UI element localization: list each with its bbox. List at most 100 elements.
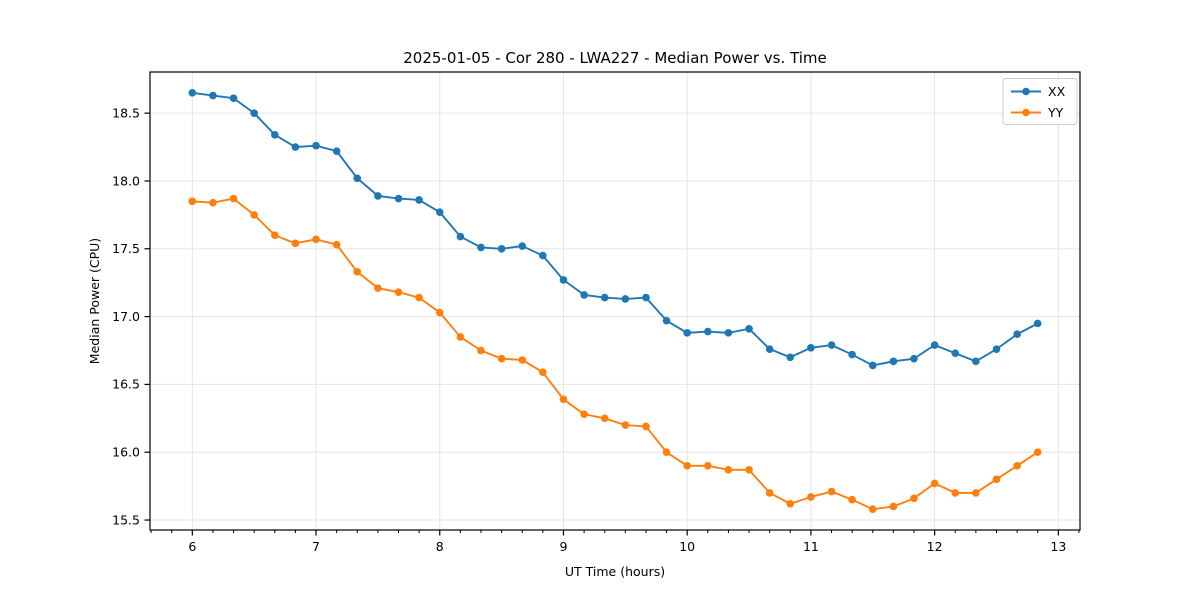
series-marker-XX: [271, 131, 279, 139]
series-marker-XX: [745, 325, 753, 333]
series-marker-XX: [704, 327, 712, 336]
series-marker-YY: [621, 421, 630, 429]
series-marker-XX: [600, 293, 609, 302]
x-tick-label: 8: [436, 539, 444, 554]
x-axis-label: UT Time (hours): [565, 564, 665, 579]
series-marker-YY: [291, 239, 300, 248]
legend-sample-marker: [1022, 108, 1030, 117]
legend-item-label: XX: [1048, 84, 1066, 99]
x-tick-label: 11: [803, 539, 819, 554]
series-marker-XX: [951, 349, 960, 358]
x-tick-label: 13: [1050, 539, 1066, 554]
series-marker-YY: [930, 479, 939, 488]
y-tick-label: 18.5: [112, 105, 140, 120]
series-marker-XX: [435, 208, 444, 216]
x-tick-label: 7: [312, 539, 320, 554]
series-marker-YY: [827, 487, 836, 496]
series-marker-YY: [456, 333, 465, 341]
series-marker-YY: [435, 308, 444, 317]
series-marker-XX: [477, 243, 485, 252]
series-marker-XX: [930, 341, 939, 349]
series-marker-XX: [415, 196, 423, 204]
series-marker-XX: [972, 357, 980, 366]
series-marker-YY: [786, 499, 795, 508]
y-tick-label: 18.0: [112, 173, 140, 188]
series-marker-YY: [951, 489, 960, 497]
series-marker-YY: [868, 505, 877, 513]
series-marker-YY: [683, 461, 691, 470]
series-marker-YY: [1033, 448, 1042, 457]
plot-border: [149, 71, 1081, 531]
series-marker-YY: [662, 448, 671, 457]
legend-box: [1002, 78, 1078, 125]
series-marker-YY: [353, 268, 362, 276]
series-marker-XX: [868, 361, 877, 370]
series-marker-YY: [807, 493, 815, 501]
series-marker-YY: [209, 198, 217, 207]
legend: XX YY: [1002, 78, 1078, 125]
series-marker-XX: [827, 341, 836, 349]
series-marker-XX: [188, 89, 197, 97]
series-marker-YY: [415, 293, 423, 302]
series-marker-XX: [394, 194, 403, 203]
series-marker-YY: [374, 284, 382, 292]
series-marker-YY: [600, 414, 609, 423]
series-marker-XX: [992, 345, 1001, 353]
grid-layer: [150, 72, 1080, 530]
series-marker-XX: [1013, 330, 1021, 339]
series-marker-YY: [539, 368, 547, 377]
series-marker-YY: [765, 489, 774, 497]
series-marker-YY: [332, 240, 341, 249]
chart-title: 2025-01-05 - Cor 280 - LWA227 - Median P…: [403, 49, 827, 67]
axes-frame: [144, 71, 1081, 536]
x-tick-label: 9: [559, 539, 567, 554]
series-marker-XX: [765, 345, 774, 353]
series-marker-XX: [229, 94, 238, 103]
series-layer: [188, 89, 1042, 513]
legend-sample-marker: [1022, 87, 1030, 96]
series-marker-XX: [683, 329, 691, 337]
series-marker-XX: [580, 291, 588, 299]
series-marker-XX: [250, 109, 258, 117]
series-marker-XX: [312, 141, 320, 150]
series-marker-YY: [580, 410, 588, 419]
series-line-YY: [192, 197, 1039, 511]
series-marker-XX: [910, 354, 918, 363]
series-marker-XX: [807, 343, 815, 352]
series-marker-XX: [786, 353, 795, 362]
series-marker-YY: [972, 489, 980, 497]
series-marker-YY: [745, 466, 753, 474]
series-marker-YY: [250, 211, 258, 219]
series-marker-XX: [374, 192, 382, 200]
series-marker-XX: [291, 143, 300, 151]
series-marker-XX: [621, 295, 630, 303]
series-marker-YY: [724, 466, 733, 474]
y-tick-label: 16.5: [112, 377, 140, 392]
series-marker-XX: [518, 242, 527, 250]
series-marker-YY: [188, 197, 197, 206]
series-marker-XX: [642, 293, 650, 302]
y-tick-label: 17.5: [112, 241, 140, 256]
series-marker-YY: [704, 461, 712, 470]
x-tick-label: 12: [927, 539, 943, 554]
series-marker-XX: [456, 232, 465, 241]
series-marker-YY: [229, 194, 238, 203]
y-tick-label: 15.5: [112, 512, 140, 527]
legend-item-label: YY: [1047, 105, 1064, 120]
series-marker-YY: [312, 235, 320, 244]
series-marker-YY: [394, 288, 403, 296]
series-marker-XX: [1033, 319, 1042, 328]
series-marker-XX: [724, 329, 733, 337]
x-tick-label: 6: [188, 539, 196, 554]
series-marker-XX: [332, 147, 341, 155]
series-marker-YY: [992, 475, 1001, 484]
series-marker-XX: [889, 357, 898, 366]
x-tick-label: 10: [679, 539, 695, 554]
series-line-XX: [192, 91, 1039, 367]
series-marker-XX: [662, 316, 671, 325]
series-marker-YY: [518, 356, 527, 364]
series-marker-XX: [539, 251, 547, 260]
series-marker-YY: [889, 502, 898, 511]
series-marker-XX: [559, 276, 568, 284]
y-axis-label: Median Power (CPU): [87, 238, 102, 364]
